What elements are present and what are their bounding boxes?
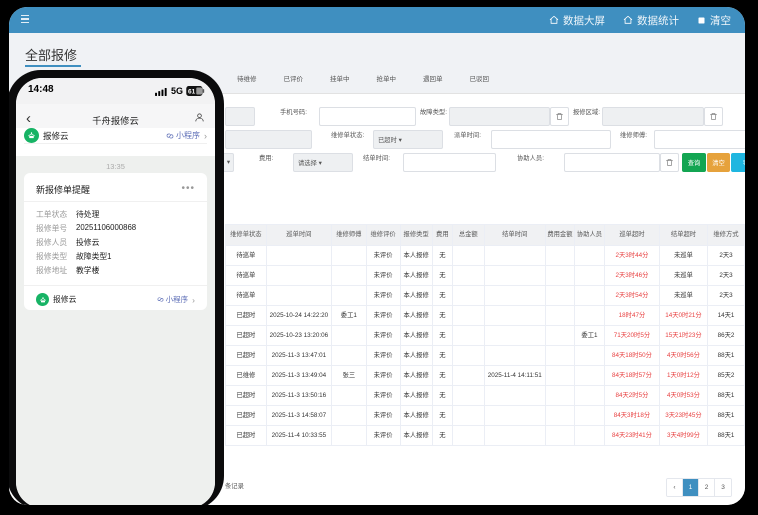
- svg-text:61: 61: [188, 89, 196, 96]
